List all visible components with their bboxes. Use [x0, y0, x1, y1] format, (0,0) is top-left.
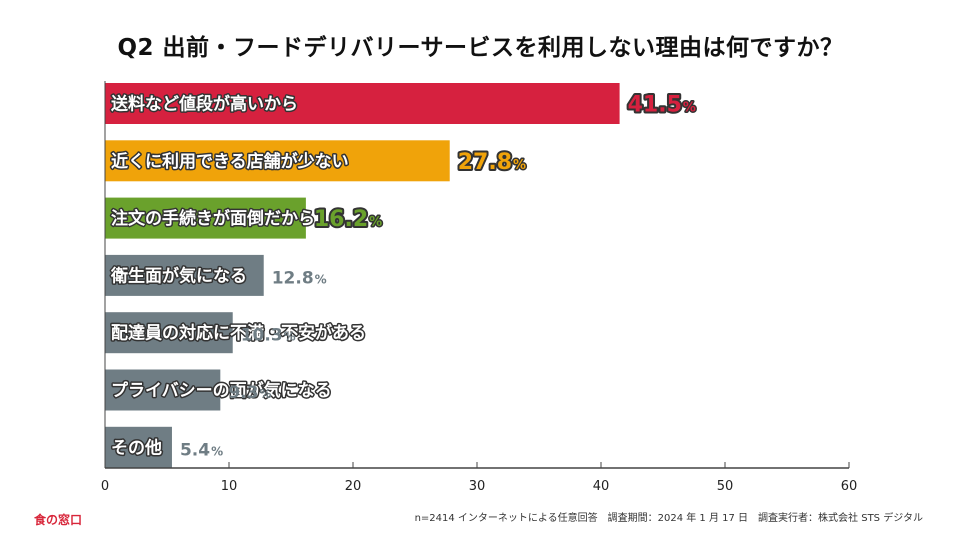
- brand-logo: 食の窓口: [34, 513, 83, 527]
- x-tick-label: 40: [593, 479, 610, 494]
- x-tick-label: 10: [221, 479, 238, 494]
- chart-title: Q2 出前・フードデリバリーサービスを利用しない理由は何ですか？: [117, 35, 844, 61]
- survey-footnote: n=2414 インターネットによる任意回答 調査期間：2024 年 1 月 17…: [414, 513, 923, 524]
- x-tick-label: 0: [101, 479, 109, 494]
- x-tick-label: 60: [841, 479, 858, 494]
- bar-value-label: 10.3: [241, 326, 283, 346]
- bar-value-label: 9.3: [228, 383, 258, 403]
- bar: [105, 312, 233, 354]
- bar: [105, 83, 620, 124]
- bar-value-unit: %: [211, 444, 223, 458]
- bar: [105, 426, 172, 468]
- x-tick-label: 20: [345, 479, 362, 494]
- x-tick-label: 50: [717, 479, 734, 494]
- bar-value-label: 41.5: [628, 93, 682, 118]
- bar-value-unit: %: [284, 330, 296, 344]
- bar-category-label: 配達員の対応に不満・不安がある: [111, 323, 366, 344]
- bar-category-label: 送料など値段が高いから: [111, 94, 298, 115]
- bar-category-label: その他: [111, 437, 162, 458]
- bar-value-unit: %: [683, 101, 696, 116]
- x-tick-label: 30: [469, 479, 486, 494]
- bar: [105, 197, 306, 239]
- bar: [105, 140, 450, 182]
- bar-value-unit: %: [259, 387, 271, 401]
- bar-value-label: 16.2: [314, 207, 368, 232]
- bar-value-label: 12.8: [272, 268, 314, 288]
- bar-category-label: プライバシーの面が気になる: [111, 380, 332, 401]
- bar-value-unit: %: [315, 272, 327, 286]
- bar-category-label: 注文の手続きが面倒だから: [111, 208, 315, 229]
- bar: [105, 369, 221, 411]
- bar-value-label: 5.4: [180, 440, 210, 460]
- bar: [105, 254, 264, 296]
- bar-value-unit: %: [513, 158, 526, 173]
- bar-value-unit: %: [369, 215, 382, 230]
- bar-value-label: 27.8: [458, 150, 512, 175]
- bar-category-label: 衛生面が気になる: [110, 265, 247, 286]
- bar-category-label: 近くに利用できる店舗が少ない: [111, 151, 349, 172]
